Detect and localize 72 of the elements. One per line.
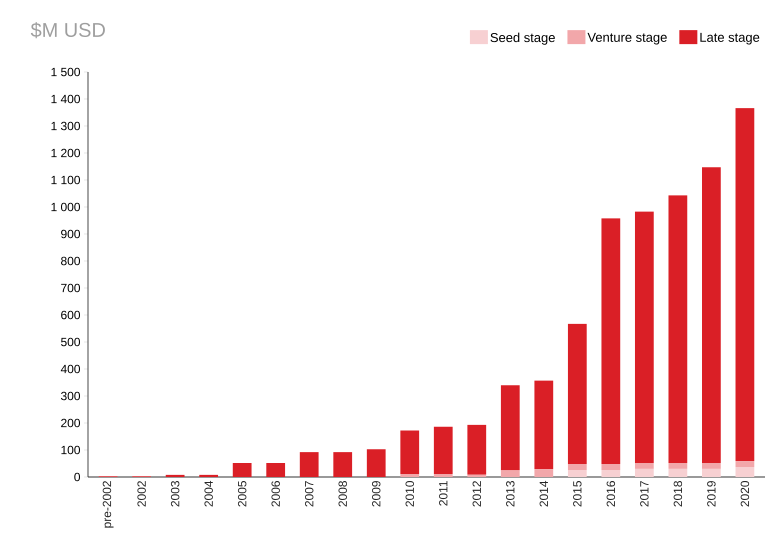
bar [534, 380, 554, 470]
x-tick-label: 2014 [540, 480, 548, 507]
x-tick-label: 2015 [573, 481, 582, 507]
x-tick-label: 2012 [472, 481, 481, 507]
x-tick-label: 2004 [204, 480, 213, 507]
bar [568, 324, 587, 464]
bar [300, 452, 319, 477]
y-tick-label: 1 400 [51, 94, 80, 104]
x-tick-label: 2011 [439, 481, 448, 506]
legend-label: Venture stage [587, 32, 667, 44]
bar [702, 167, 721, 463]
x-tick-label: 2020 [740, 480, 750, 507]
legend-label: Late stage [700, 32, 760, 44]
y-tick-label: 1 000 [51, 202, 80, 212]
bar [500, 470, 520, 477]
x-tick-label: 2016 [606, 481, 616, 507]
bar [736, 108, 754, 462]
y-tick-label: 800 [61, 256, 80, 266]
bar [434, 474, 453, 477]
y-tick-label: 1 300 [51, 122, 80, 130]
bar [534, 469, 554, 477]
x-tick-label: 2003 [170, 481, 180, 507]
bar [400, 474, 420, 477]
x-tick-label: 2007 [304, 481, 314, 507]
x-tick-label: 2013 [506, 481, 515, 507]
y-tick-label: 200 [61, 418, 80, 428]
x-tick-label: 2008 [338, 481, 347, 507]
bar [568, 464, 587, 470]
bar [333, 452, 352, 477]
legend-label: Seed stage [490, 32, 555, 45]
y-tick-label: 500 [61, 338, 80, 346]
bar [702, 468, 721, 477]
bar [232, 462, 252, 477]
y-tick-label: 1 100 [51, 176, 80, 184]
y-tick-label: 900 [61, 230, 80, 238]
x-tick-label: 2010 [406, 480, 414, 507]
y-tick-label: 400 [60, 364, 80, 374]
bar [668, 468, 688, 477]
bar [634, 212, 654, 463]
y-tick-label: 1 200 [51, 148, 80, 158]
bar [467, 424, 486, 475]
bar [702, 462, 721, 469]
bar [668, 462, 688, 469]
bar [634, 462, 654, 469]
bar [634, 468, 654, 477]
bar [500, 385, 520, 470]
chart-title: $M USD [30, 22, 105, 38]
bar [736, 467, 754, 477]
y-tick-label: 100 [61, 446, 80, 454]
x-tick-label: pre-2002 [102, 481, 114, 528]
y-tick-label: 300 [60, 392, 80, 400]
bar [668, 195, 688, 463]
x-tick-label: 2005 [238, 481, 246, 507]
x-tick-label: 2018 [674, 481, 682, 507]
bar [601, 218, 620, 464]
x-tick-label: 2006 [271, 481, 280, 507]
bar [736, 461, 754, 468]
x-tick-label: 2009 [372, 481, 380, 507]
bar [434, 426, 453, 474]
bar [400, 430, 420, 474]
bar [568, 470, 587, 477]
bar [601, 470, 620, 477]
x-tick-label: 2019 [707, 481, 716, 507]
y-tick-label: 0 [74, 472, 80, 482]
x-tick-label: 2017 [640, 481, 649, 507]
y-tick-label: 600 [61, 310, 80, 320]
y-tick-label: 1 500 [51, 68, 80, 76]
bar [601, 464, 620, 470]
x-tick-label: 2002 [137, 481, 146, 507]
bar [366, 449, 386, 477]
y-tick-label: 700 [61, 284, 80, 292]
bar [266, 462, 286, 477]
